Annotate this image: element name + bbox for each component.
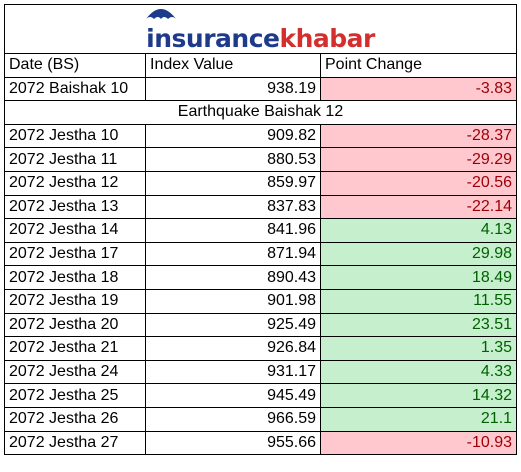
table-row: 2072 Jestha 20 925.49 23.51: [4, 312, 518, 338]
point-change-cell[interactable]: 4.33: [319, 359, 518, 385]
index-value-cell[interactable]: 926.84: [145, 336, 321, 361]
date-cell[interactable]: 2072 Jestha 17: [4, 241, 146, 267]
date-cell[interactable]: 2072 Jestha 14: [4, 218, 146, 243]
date-cell[interactable]: 2072 Jestha 19: [4, 288, 146, 314]
date-cell[interactable]: 2072 Jestha 27: [4, 430, 146, 456]
date-cell[interactable]: 2072 Jestha 20: [4, 312, 146, 338]
point-change-cell[interactable]: 21.1: [319, 406, 518, 432]
spreadsheet: insurance khabar Date (BS) Index Value Po…: [3, 4, 518, 464]
date-cell[interactable]: 2072 Jestha 13: [4, 194, 146, 220]
table-row: 2072 Jestha 26 966.59 21.1: [4, 406, 518, 432]
header-row: Date (BS) Index Value Point Change: [4, 53, 518, 78]
index-value-cell[interactable]: 931.17: [145, 359, 321, 385]
logo-row: insurance khabar: [3, 4, 518, 54]
table-row: 2072 Jestha 10 909.82 -28.37: [4, 123, 518, 149]
logo-text-insurance: insurance: [146, 24, 280, 53]
index-value-cell[interactable]: 925.49: [145, 312, 321, 338]
index-value-cell[interactable]: 955.66: [145, 430, 321, 456]
date-cell[interactable]: 2072 Jestha 25: [4, 383, 146, 408]
section-label-cell[interactable]: Earthquake Baishak 12: [3, 100, 518, 125]
date-cell[interactable]: 2072 Jestha 21: [4, 336, 146, 361]
table-row: 2072 Jestha 17 871.94 29.98: [4, 241, 518, 267]
date-cell[interactable]: 2072 Jestha 24: [4, 359, 146, 385]
table-row: 2072 Jestha 24 931.17 4.33: [4, 359, 518, 385]
index-value-cell[interactable]: 859.97: [145, 170, 321, 196]
umbrella-icon: [146, 9, 177, 19]
point-change-cell[interactable]: -10.93: [319, 430, 518, 456]
logo-cell[interactable]: insurance khabar: [3, 4, 518, 54]
table-row: 2072 Jestha 18 890.43 18.49: [4, 265, 518, 290]
section-row: Earthquake Baishak 12: [3, 100, 518, 125]
point-change-cell[interactable]: 29.98: [319, 241, 518, 267]
point-change-cell[interactable]: 11.55: [319, 288, 518, 314]
date-cell[interactable]: 2072 Baishak 10: [4, 76, 146, 102]
date-cell[interactable]: 2072 Jestha 11: [4, 147, 146, 172]
point-change-cell[interactable]: -28.37: [319, 123, 518, 149]
point-change-cell[interactable]: -29.29: [319, 147, 518, 172]
table-row: 2072 Jestha 27 955.66 -10.93: [4, 430, 518, 456]
header-index-value[interactable]: Index Value: [145, 53, 321, 78]
index-value-cell[interactable]: 880.53: [145, 147, 321, 172]
index-value-cell[interactable]: 837.83: [145, 194, 321, 220]
table-row: 2072 Jestha 25 945.49 14.32: [4, 383, 518, 408]
table-row: 2072 Jestha 13 837.83 -22.14: [4, 194, 518, 220]
point-change-cell[interactable]: -3.83: [319, 76, 518, 102]
table-row: 2072 Jestha 14 841.96 4.13: [4, 218, 518, 243]
index-value-cell[interactable]: 938.19: [145, 76, 321, 102]
header-date[interactable]: Date (BS): [4, 53, 146, 78]
date-cell[interactable]: 2072 Jestha 26: [4, 406, 146, 432]
header-point-change[interactable]: Point Change: [319, 53, 518, 78]
point-change-cell[interactable]: 4.13: [319, 218, 518, 243]
index-value-cell[interactable]: 871.94: [145, 241, 321, 267]
index-value-cell[interactable]: 945.49: [145, 383, 321, 408]
point-change-cell[interactable]: 18.49: [319, 265, 518, 290]
table-row: 2072 Jestha 19 901.98 11.55: [4, 288, 518, 314]
logo-text-khabar: khabar: [279, 24, 375, 53]
point-change-cell[interactable]: 14.32: [319, 383, 518, 408]
table-row: 2072 Jestha 12 859.97 -20.56: [4, 170, 518, 196]
index-value-cell[interactable]: 909.82: [145, 123, 321, 149]
point-change-cell[interactable]: -22.14: [319, 194, 518, 220]
point-change-cell[interactable]: 1.35: [319, 336, 518, 361]
date-cell[interactable]: 2072 Jestha 10: [4, 123, 146, 149]
table-row: 2072 Baishak 10 938.19 -3.83: [4, 76, 518, 102]
insurancekhabar-logo: insurance khabar: [146, 6, 375, 53]
index-value-cell[interactable]: 966.59: [145, 406, 321, 432]
date-cell[interactable]: 2072 Jestha 12: [4, 170, 146, 196]
date-cell[interactable]: 2072 Jestha 18: [4, 265, 146, 290]
table-row: 2072 Jestha 11 880.53 -29.29: [4, 147, 518, 172]
index-table: insurance khabar Date (BS) Index Value Po…: [3, 4, 518, 456]
index-value-cell[interactable]: 890.43: [145, 265, 321, 290]
point-change-cell[interactable]: -20.56: [319, 170, 518, 196]
index-value-cell[interactable]: 841.96: [145, 218, 321, 243]
point-change-cell[interactable]: 23.51: [319, 312, 518, 338]
table-row: 2072 Jestha 21 926.84 1.35: [4, 336, 518, 361]
index-value-cell[interactable]: 901.98: [145, 288, 321, 314]
